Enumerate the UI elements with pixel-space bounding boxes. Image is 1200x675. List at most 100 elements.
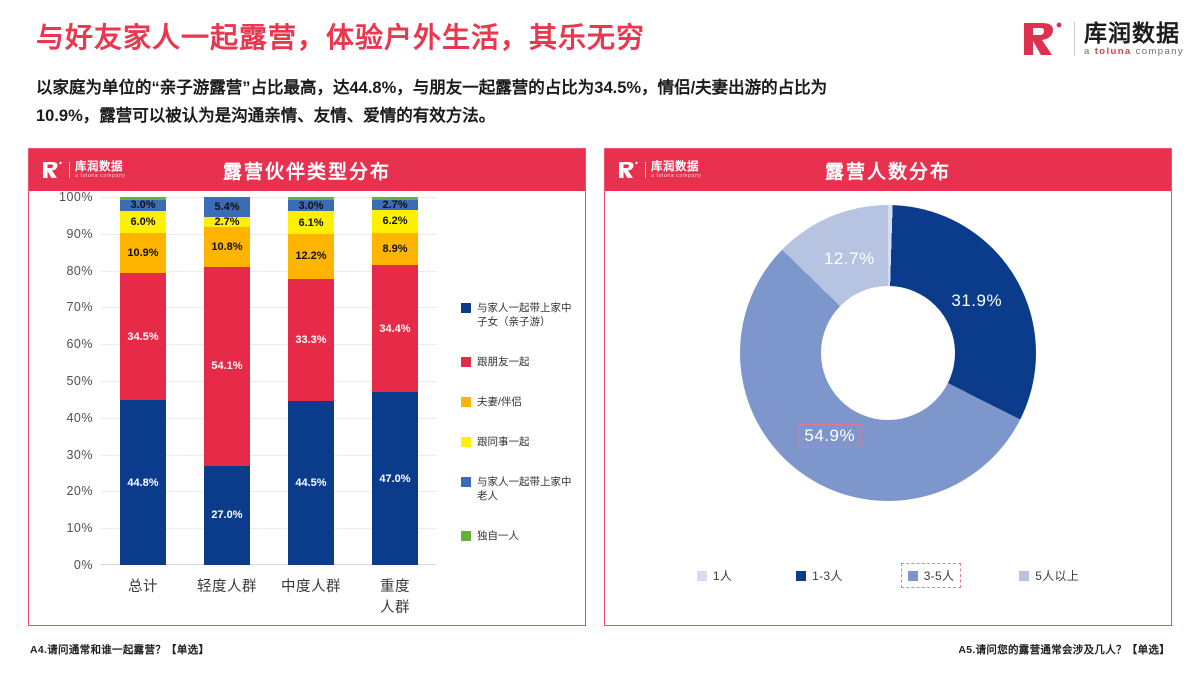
bar-segment[interactable]: 10.8% <box>204 226 250 267</box>
legend-label: 跟同事一起 <box>477 436 530 448</box>
legend-item[interactable]: 独自一人 <box>461 529 581 543</box>
bar-segment[interactable]: 2.7% <box>204 215 250 228</box>
stacked-bar[interactable]: 27.0% 54.1% 10.8% 2.7% 5.4% <box>204 197 250 565</box>
bar-column[interactable]: 44.8% 34.5% 10.9% 6.0% 3.0% <box>101 197 185 565</box>
bar-value-label: 6.2% <box>382 215 408 228</box>
bar-segment[interactable]: 12.2% <box>288 233 334 279</box>
legend-label: 5人以上 <box>1035 569 1080 583</box>
y-axis-tick: 20% <box>66 484 93 499</box>
bar-value-label: 27.0% <box>211 509 243 522</box>
kurun-r-mark-icon <box>618 160 640 180</box>
logo-divider <box>645 162 646 178</box>
bar-value-label: 44.5% <box>295 477 327 490</box>
bar-segment[interactable]: 3.0% <box>288 199 334 212</box>
legend-swatch <box>1019 570 1030 581</box>
donut-legend-item[interactable]: 1-3人 <box>790 564 849 587</box>
bar-value-label: 6.0% <box>130 216 156 229</box>
panel-left-header: 库润数据 a toluna company 露营伙伴类型分布 <box>29 149 585 191</box>
brand-logo: 库润数据 a toluna company <box>1022 16 1184 62</box>
bar-value-label: 12.2% <box>295 250 327 263</box>
brand-name-cn: 库润数据 <box>1083 19 1180 46</box>
donut-legend-item[interactable]: 3-5人 <box>900 563 962 588</box>
bar-chart-plot-area: 44.8% 34.5% 10.9% 6.0% 3.0% 27.0% 54.1% 10.8% 2.… <box>101 197 437 565</box>
bar-segment[interactable]: 6.1% <box>288 211 334 234</box>
brand-tagline: a toluna company <box>75 172 126 179</box>
bar-value-label: 33.3% <box>295 333 327 346</box>
y-axis-tick: 10% <box>66 521 93 536</box>
bar-segment[interactable]: 5.4% <box>204 197 250 217</box>
bar-segment[interactable]: 44.5% <box>288 401 334 565</box>
legend-swatch <box>461 357 471 367</box>
y-axis-tick: 30% <box>66 447 93 462</box>
bar-segment[interactable]: 6.2% <box>372 209 418 233</box>
bar-segment[interactable] <box>288 197 334 201</box>
bar-segment[interactable]: 27.0% <box>204 465 250 565</box>
donut-ring <box>740 205 1036 501</box>
bar-segment[interactable] <box>120 197 166 200</box>
stacked-bar[interactable]: 44.5% 33.3% 12.2% 6.1% 3.0% <box>288 197 334 565</box>
bar-column[interactable]: 47.0% 34.4% 8.9% 6.2% 2.7% <box>353 197 437 565</box>
logo-divider <box>1073 22 1075 56</box>
legend-label: 1-3人 <box>812 569 843 583</box>
gridline <box>101 454 437 456</box>
bar-value-label: 3.0% <box>130 199 156 212</box>
gridline <box>101 197 437 198</box>
bar-value-label: 2.7% <box>214 215 240 228</box>
bar-segment[interactable]: 34.5% <box>120 273 166 401</box>
legend-item[interactable]: 与家人一起带上家中老人 <box>461 475 581 503</box>
gridline <box>101 381 437 382</box>
legend-item[interactable]: 跟朋友一起 <box>461 355 581 369</box>
legend-item[interactable]: 夫妻/伴侣 <box>461 395 581 409</box>
legend-label: 与家人一起带上家中子女（亲子游） <box>477 302 572 328</box>
gridline <box>101 528 437 530</box>
y-axis-tick: 50% <box>66 374 93 388</box>
legend-item[interactable]: 跟同事一起 <box>461 435 581 449</box>
panel-right-logo: 库润数据 a toluna company <box>618 160 702 180</box>
bar-value-label: 34.4% <box>379 322 411 335</box>
bar-segment[interactable]: 47.0% <box>372 392 418 565</box>
legend-swatch <box>461 531 471 541</box>
bar-segment[interactable]: 54.1% <box>204 266 250 466</box>
bar-segment[interactable]: 3.0% <box>120 199 166 212</box>
bar-segment[interactable]: 44.8% <box>120 400 166 565</box>
bar-value-label: 5.4% <box>214 200 240 213</box>
stacked-bar[interactable]: 47.0% 34.4% 8.9% 6.2% 2.7% <box>372 197 418 565</box>
bar-value-label: 10.8% <box>211 240 243 253</box>
donut-legend-item[interactable]: 1人 <box>691 564 738 587</box>
bar-segment[interactable]: 10.9% <box>120 233 166 274</box>
bar-segment[interactable]: 34.4% <box>372 265 418 393</box>
panel-right-header: 库润数据 a toluna company 露营人数分布 <box>605 149 1171 191</box>
donut-chart-legend: 1人 1-3人 3-5人 5人以上 <box>605 563 1171 588</box>
bar-column[interactable]: 27.0% 54.1% 10.8% 2.7% 5.4% <box>185 197 269 565</box>
bar-value-label: 3.0% <box>298 199 324 212</box>
y-axis-tick: 0% <box>73 558 93 572</box>
bar-segment[interactable]: 8.9% <box>372 232 418 266</box>
bar-column[interactable]: 44.5% 33.3% 12.2% 6.1% 3.0% <box>269 197 353 565</box>
bar-segment[interactable]: 6.0% <box>120 211 166 234</box>
gridline <box>101 417 437 419</box>
stacked-bar[interactable]: 44.8% 34.5% 10.9% 6.0% 3.0% <box>120 197 166 565</box>
y-axis-tick: 100% <box>59 190 93 204</box>
y-axis-tick: 40% <box>66 410 93 425</box>
legend-swatch <box>907 570 918 581</box>
kurun-r-mark-icon <box>1022 19 1066 59</box>
legend-swatch <box>461 477 471 487</box>
bar-segment[interactable] <box>372 197 418 200</box>
bar-chart-y-axis: 0% 10% 20% 30% 40% 50% 60% 70% 80% 90% 100% <box>37 190 93 572</box>
panel-left-body: 0% 10% 20% 30% 40% 50% 60% 70% 80% 90% 100% 44.8% 3… <box>29 190 585 625</box>
legend-swatch <box>461 397 471 407</box>
legend-item[interactable]: 与家人一起带上家中子女（亲子游） <box>461 301 581 329</box>
gridline <box>101 307 437 309</box>
brand-name-cn: 库润数据 <box>75 160 123 173</box>
bar-segment[interactable]: 2.7% <box>372 199 418 211</box>
x-axis-label: 总计 <box>128 579 158 595</box>
gridline <box>101 270 437 272</box>
bar-value-label: 10.9% <box>127 247 159 260</box>
y-axis-tick: 60% <box>66 337 93 352</box>
donut-legend-item[interactable]: 5人以上 <box>1013 564 1085 587</box>
panel-camping-group-size: 库润数据 a toluna company 露营人数分布 31.9% 54.9% 1… <box>604 148 1172 626</box>
bar-segment[interactable]: 33.3% <box>288 278 334 402</box>
footnote-right: A5.请问您的露营通常会涉及几人？【单选】 <box>958 644 1170 656</box>
y-axis-tick: 80% <box>66 263 93 278</box>
